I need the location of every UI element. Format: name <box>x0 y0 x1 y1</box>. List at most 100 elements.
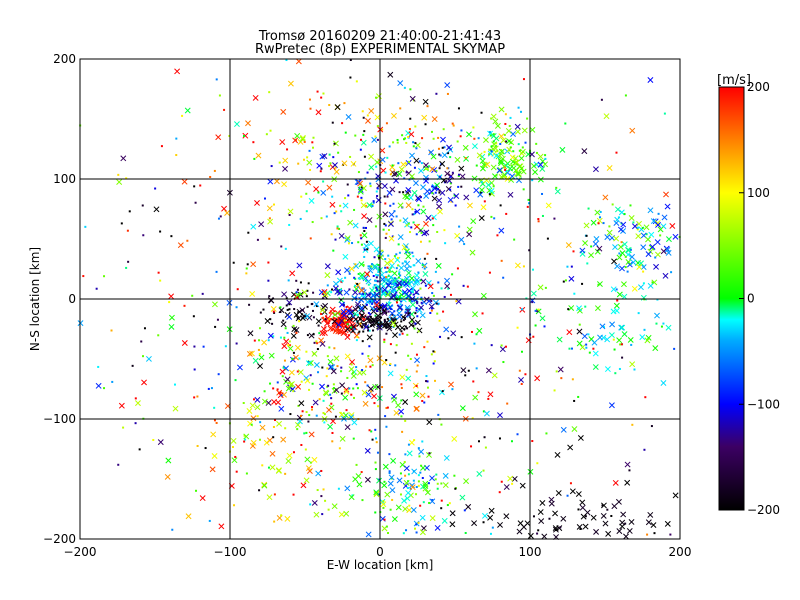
dot-marker <box>355 339 358 342</box>
dot-marker <box>399 219 402 222</box>
cross-marker <box>218 523 225 530</box>
cross-marker <box>397 202 404 209</box>
dot-marker <box>673 347 676 350</box>
dot-marker <box>375 190 378 193</box>
cross-marker <box>329 201 336 208</box>
cross-marker <box>345 114 352 120</box>
dot-marker <box>531 179 534 182</box>
cross-marker <box>672 492 679 499</box>
dot-marker <box>637 226 640 229</box>
dot-marker <box>405 141 408 144</box>
dot-marker <box>356 336 359 339</box>
dot-marker <box>334 238 337 241</box>
cross-marker <box>398 264 405 271</box>
cross-marker <box>459 494 466 501</box>
cross-marker <box>487 130 494 137</box>
dot-marker <box>414 210 417 213</box>
cross-marker <box>379 156 386 163</box>
cross-marker <box>389 487 396 494</box>
dot-marker <box>134 422 137 425</box>
cross-marker <box>625 259 632 265</box>
dot-marker <box>420 296 423 299</box>
cross-marker <box>616 291 623 298</box>
dot-marker <box>301 410 304 413</box>
cross-marker <box>409 152 415 159</box>
dot-marker <box>192 315 195 318</box>
dot-marker <box>413 264 416 267</box>
dot-marker <box>373 279 376 282</box>
cross-marker <box>631 285 638 292</box>
dot-marker <box>470 445 473 448</box>
dot-marker <box>397 308 400 311</box>
dot-marker <box>537 308 540 311</box>
cross-marker <box>324 272 331 279</box>
dot-marker <box>364 381 367 384</box>
dot-marker <box>431 292 434 295</box>
dot-marker <box>306 156 309 159</box>
dot-marker <box>516 433 519 436</box>
dot-marker <box>382 506 385 509</box>
dot-marker <box>400 386 403 389</box>
dot-marker <box>270 165 273 168</box>
dot-marker <box>421 264 424 267</box>
dot-marker <box>319 170 322 173</box>
cross-marker <box>665 324 672 331</box>
dot-marker <box>489 134 492 137</box>
dot-marker <box>449 182 452 185</box>
cross-marker <box>660 248 667 255</box>
dot-marker <box>526 117 529 120</box>
cross-marker <box>335 322 342 328</box>
dot-marker <box>194 201 197 204</box>
dot-marker <box>412 221 415 224</box>
dot-marker <box>506 402 509 405</box>
dot-marker <box>662 322 665 325</box>
dot-marker <box>432 350 435 353</box>
cross-marker <box>355 473 362 480</box>
dot-marker <box>344 131 347 134</box>
cross-marker <box>324 263 331 270</box>
cross-marker <box>488 179 495 186</box>
cross-marker <box>215 134 222 141</box>
dot-marker <box>284 247 287 250</box>
dot-marker <box>459 135 462 138</box>
dot-marker <box>395 344 398 347</box>
dot-marker <box>391 498 394 501</box>
cross-marker <box>275 467 282 474</box>
cross-marker <box>333 355 340 362</box>
dot-marker <box>437 413 440 416</box>
dot-marker <box>408 128 411 131</box>
cross-marker <box>532 169 539 176</box>
cross-marker <box>373 302 380 308</box>
dot-marker <box>417 204 420 207</box>
dot-marker <box>366 384 369 387</box>
cross-marker <box>471 175 478 182</box>
dot-marker <box>520 382 523 385</box>
dot-marker <box>505 140 508 143</box>
cross-marker <box>577 434 584 441</box>
dot-marker <box>573 292 576 295</box>
dot-marker <box>269 129 272 132</box>
cross-marker <box>392 332 398 339</box>
cross-marker <box>614 263 621 270</box>
dot-marker <box>389 508 392 511</box>
dot-marker <box>504 122 507 125</box>
dot-marker <box>384 266 387 269</box>
cross-marker <box>332 311 339 318</box>
dot-marker <box>376 285 379 288</box>
dot-marker <box>489 532 492 535</box>
dot-marker <box>424 284 427 287</box>
cross-marker <box>590 219 597 226</box>
dot-marker <box>365 365 368 368</box>
dot-marker <box>322 316 325 319</box>
dot-marker <box>509 146 512 149</box>
dot-marker <box>359 138 362 141</box>
dot-marker <box>370 300 373 303</box>
dot-marker <box>173 383 176 386</box>
cross-marker <box>357 180 364 187</box>
dot-marker <box>235 306 238 309</box>
dot-marker <box>295 291 298 294</box>
dot-marker <box>470 330 473 333</box>
dot-marker <box>394 294 397 297</box>
dot-marker <box>475 367 478 370</box>
dot-marker <box>259 421 262 424</box>
